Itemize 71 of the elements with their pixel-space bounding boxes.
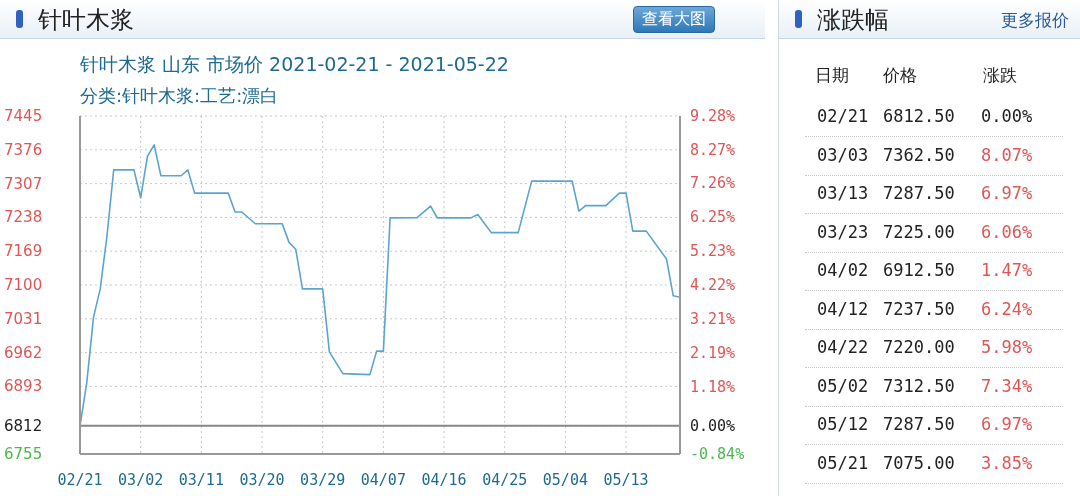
y2-tick-label: 5.23% xyxy=(690,242,736,261)
data-label: 6812.50 xyxy=(883,106,955,126)
category-label: 04/12 xyxy=(817,298,869,319)
data-label: 7220.00 xyxy=(883,337,955,357)
text: 日期 xyxy=(815,64,849,87)
y2-tick-label: 4.22% xyxy=(690,276,736,294)
category-label: 02/21 xyxy=(817,106,869,126)
data-label: 5.98% xyxy=(981,337,1033,357)
x-tick-label: 05/13 xyxy=(603,470,649,489)
category-label: 05/02 xyxy=(817,375,869,396)
text: 涨跌幅 xyxy=(817,5,889,36)
y-tick-label: 7376 xyxy=(4,140,43,159)
y2-tick-label: 7.26% xyxy=(690,174,736,193)
x-tick-label: 04/25 xyxy=(482,470,528,489)
data-label: 0.00% xyxy=(981,106,1033,126)
y-tick-label: 6812 xyxy=(4,417,43,436)
y2-tick-label: 1.18% xyxy=(690,377,736,396)
y2-tick-label: 3.21% xyxy=(690,309,736,328)
data-label: 7362.50 xyxy=(883,144,955,165)
x-tick-label: 03/20 xyxy=(239,470,285,489)
y2-tick-label: 9.28% xyxy=(690,107,736,125)
text: 更多报价 xyxy=(1001,9,1069,32)
y2-tick-label: 0.00% xyxy=(690,416,736,435)
y-tick-label: 7307 xyxy=(4,174,43,193)
y-tick-label: 6893 xyxy=(4,377,43,396)
data-label: 7075.00 xyxy=(883,452,955,473)
data-label: 1.47% xyxy=(981,260,1033,280)
y2-tick-label: 8.27% xyxy=(690,140,736,159)
data-label: 6.06% xyxy=(981,221,1033,242)
data-label: 7287.50 xyxy=(883,414,955,434)
y-tick-label: 6962 xyxy=(4,343,43,362)
x-tick-label: 04/16 xyxy=(421,470,467,489)
category-label: 05/12 xyxy=(817,414,869,434)
y2-tick-label: 6.25% xyxy=(690,208,736,227)
y2-tick-label: -0.84% xyxy=(690,445,745,463)
y-tick-label: 7445 xyxy=(4,107,43,125)
category-label: 03/23 xyxy=(817,221,869,242)
category-label: 04/02 xyxy=(817,260,869,280)
data-label: 7.34% xyxy=(981,375,1033,396)
data-label: 6.24% xyxy=(981,298,1033,319)
y-tick-label: 7100 xyxy=(4,276,43,294)
data-label: 7225.00 xyxy=(883,221,955,242)
x-tick-label: 03/11 xyxy=(178,470,224,489)
x-tick-label: 03/29 xyxy=(300,470,346,489)
category-label: 03/13 xyxy=(817,183,869,203)
chart-title: 针叶木浆 xyxy=(38,5,134,36)
data-label: 6.97% xyxy=(981,183,1033,203)
data-label: 6.97% xyxy=(981,414,1033,434)
y-tick-label: 6755 xyxy=(4,445,43,463)
data-label: 8.07% xyxy=(981,144,1033,165)
category-label: 04/22 xyxy=(817,337,869,357)
text: 查看大图 xyxy=(633,6,715,33)
data-label: 7287.50 xyxy=(883,183,955,203)
chart-subtitle: 针叶木浆 山东 市场价 2021-02-21 - 2021-05-22 xyxy=(80,52,509,77)
data-label: 6912.50 xyxy=(883,260,955,280)
data-label: 7237.50 xyxy=(883,298,955,319)
x-tick-label: 02/21 xyxy=(57,470,103,489)
x-tick-label: 04/07 xyxy=(360,470,406,489)
y-tick-label: 7031 xyxy=(4,309,43,328)
data-label: 3.85% xyxy=(981,452,1033,473)
series-label: 价格 xyxy=(883,64,917,87)
y-tick-label: 7169 xyxy=(4,242,43,261)
y2-tick-label: 2.19% xyxy=(690,343,736,362)
category-label: 05/21 xyxy=(817,452,869,473)
x-tick-label: 03/02 xyxy=(118,470,164,489)
x-tick-label: 05/04 xyxy=(542,470,588,489)
category-label: 03/03 xyxy=(817,144,869,165)
text: 涨跌 xyxy=(983,64,1017,87)
y-tick-label: 7238 xyxy=(4,208,43,227)
data-label: 7312.50 xyxy=(883,375,955,396)
text: 分类:针叶木浆:工艺:漂白 xyxy=(80,84,279,108)
